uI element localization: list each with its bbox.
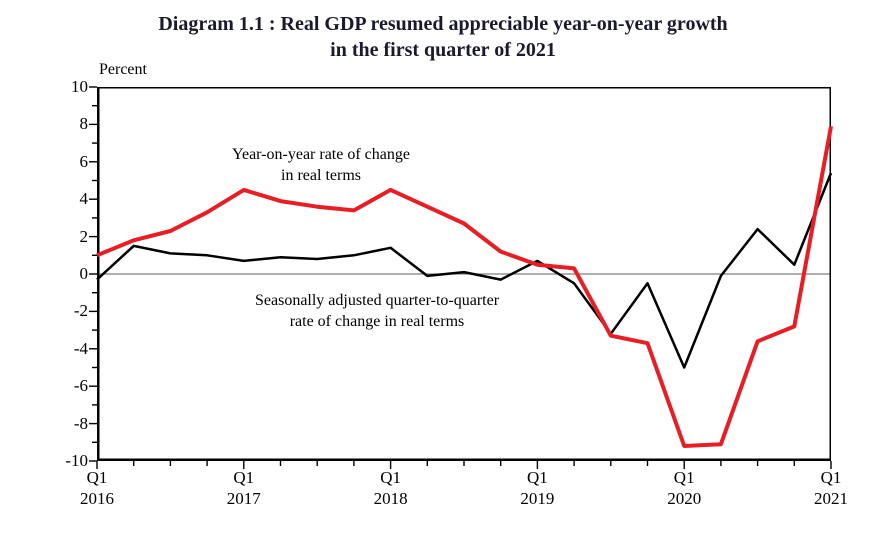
x-tick-quarter: Q1 bbox=[86, 468, 108, 487]
x-tick-label: Q1 2019 bbox=[492, 467, 582, 509]
x-tick-quarter: Q1 bbox=[820, 468, 842, 487]
yoy-line bbox=[96, 125, 833, 448]
y-tick-label: -6 bbox=[73, 376, 88, 396]
x-tick-quarter: Q1 bbox=[673, 468, 695, 487]
x-tick-year: 2018 bbox=[373, 489, 408, 508]
y-tick-label: -8 bbox=[73, 413, 88, 433]
y-axis-unit-label: Percent bbox=[99, 61, 147, 78]
x-tick-year: 2021 bbox=[814, 489, 848, 508]
qoq-line bbox=[96, 172, 833, 369]
y-tick-label: 4 bbox=[79, 189, 89, 209]
chart-title: Diagram 1.1 : Real GDP resumed appreciab… bbox=[0, 11, 886, 63]
y-tick-label: -2 bbox=[73, 301, 88, 321]
y-tick-label: 8 bbox=[79, 114, 89, 134]
annotation-year-on-year-line1: Year-on-year rate of change bbox=[232, 146, 410, 163]
x-tick-label: Q1 2016 bbox=[52, 467, 142, 509]
x-tick-label: Q1 2021 bbox=[786, 467, 876, 509]
annotation-quarter-to-quarter: Seasonally adjusted quarter-to-quarter r… bbox=[255, 290, 499, 332]
plot-area bbox=[89, 86, 833, 469]
annotation-year-on-year: Year-on-year rate of change in real term… bbox=[232, 144, 410, 186]
x-tick-quarter: Q1 bbox=[380, 468, 401, 487]
y-tick-label: 10 bbox=[71, 77, 88, 96]
x-tick-label: Q1 2020 bbox=[639, 467, 729, 509]
chart-title-line1: Diagram 1.1 : Real GDP resumed appreciab… bbox=[158, 13, 728, 35]
x-tick-year: 2016 bbox=[80, 489, 114, 508]
annotation-quarter-to-quarter-line1: Seasonally adjusted quarter-to-quarter bbox=[254, 292, 500, 309]
annotation-year-on-year-line2: in real terms bbox=[281, 167, 361, 184]
y-tick-label: -10 bbox=[65, 451, 88, 470]
y-tick-label: 0 bbox=[79, 264, 89, 283]
x-tick-year: 2020 bbox=[667, 489, 702, 508]
x-tick-quarter: Q1 bbox=[233, 468, 255, 487]
y-tick-label: -4 bbox=[73, 338, 88, 358]
x-tick-quarter: Q1 bbox=[527, 468, 548, 487]
y-tick-label: 2 bbox=[79, 226, 89, 246]
x-tick-label: Q1 2017 bbox=[199, 467, 289, 509]
annotation-quarter-to-quarter-line2: rate of change in real terms bbox=[289, 313, 465, 330]
x-tick-year: 2019 bbox=[520, 489, 555, 508]
chart-title-line2: in the first quarter of 2021 bbox=[330, 39, 556, 61]
y-tick-label: 6 bbox=[79, 151, 89, 171]
x-tick-year: 2017 bbox=[226, 489, 261, 508]
x-tick-label: Q1 2018 bbox=[346, 467, 436, 509]
